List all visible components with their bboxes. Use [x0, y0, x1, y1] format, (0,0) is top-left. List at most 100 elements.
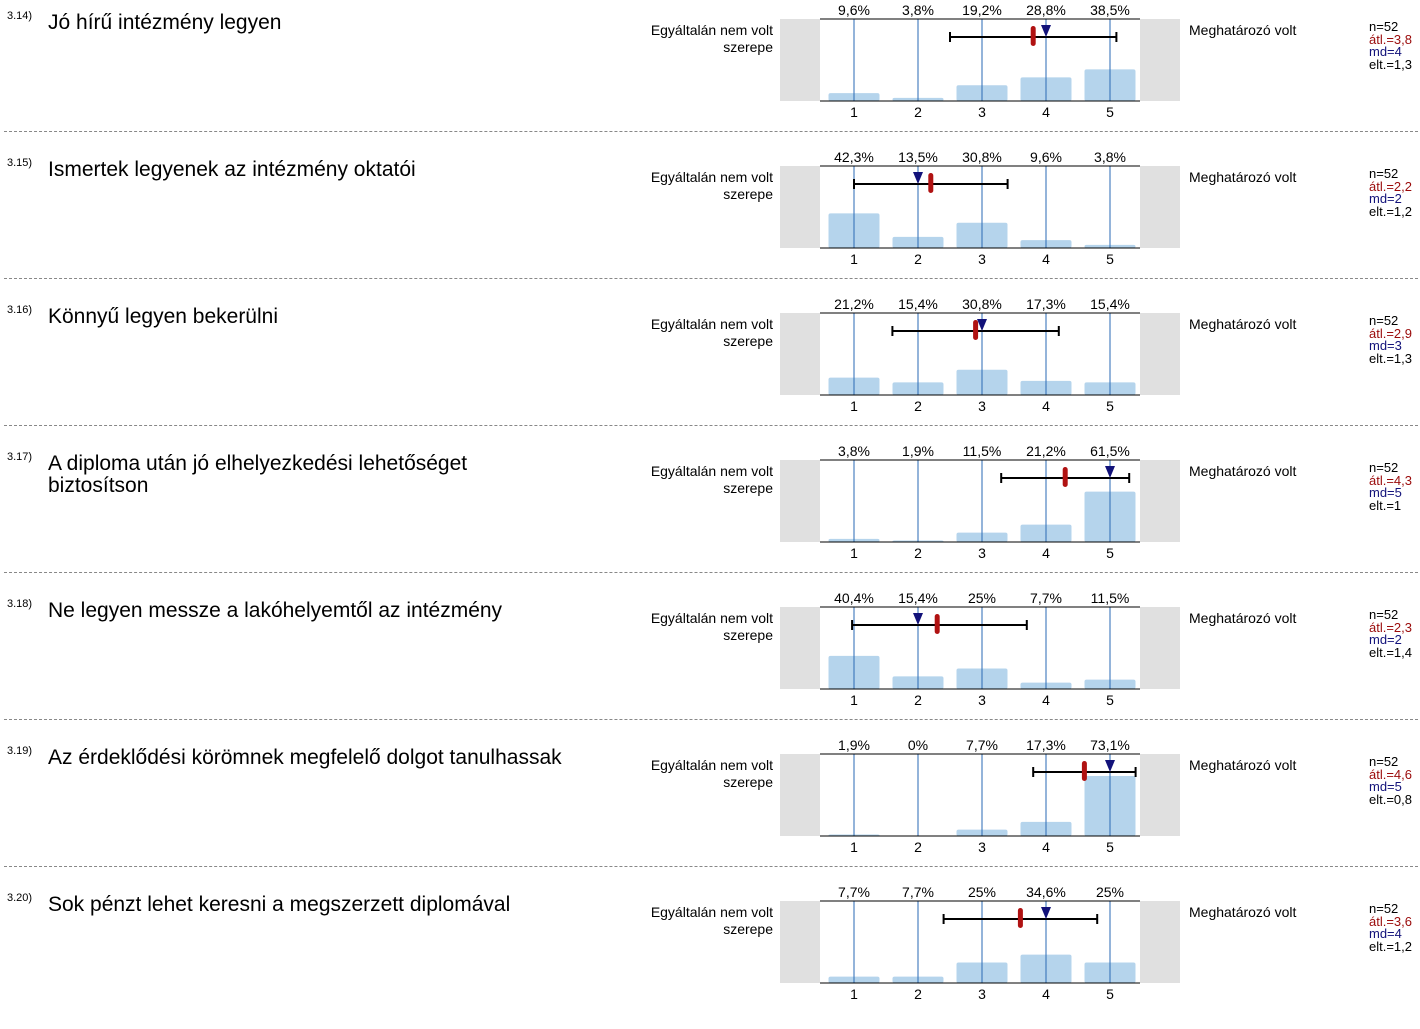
- mean-marker: [1062, 467, 1068, 487]
- value-label: 15,4%: [898, 296, 938, 312]
- mean-marker: [934, 614, 940, 634]
- n: n=52: [1369, 754, 1399, 769]
- separator: [4, 278, 1418, 279]
- question-block: 3.14) Jó hírű intézmény legyen Egyáltalán …: [0, 0, 1420, 147]
- right-panel: [1140, 460, 1180, 542]
- separator: [4, 131, 1418, 132]
- value-label: 15,4%: [898, 590, 938, 606]
- question-block: 3.17) A diploma után jó elhelyezkedési le…: [0, 441, 1420, 588]
- tick-label: 5: [1106, 692, 1114, 708]
- left-panel: [780, 166, 820, 248]
- right-panel: [1140, 901, 1180, 983]
- left-panel: [780, 754, 820, 836]
- value-label: 25%: [1096, 884, 1124, 900]
- scale-max-label: Meghatározó volt: [1189, 316, 1297, 332]
- right-panel: [1140, 754, 1180, 836]
- tick-label: 2: [914, 692, 922, 708]
- question-block: 3.18) Ne legyen messze a lakóhelyemtől az…: [0, 588, 1420, 735]
- tick-label: 5: [1106, 251, 1114, 267]
- tick-label: 1: [850, 398, 858, 414]
- tick-label: 4: [1042, 398, 1050, 414]
- question-block: 3.15) Ismertek legyenek az intézmény okta…: [0, 147, 1420, 294]
- question-number: 3.15): [7, 157, 33, 169]
- value-label: 11,5%: [1091, 590, 1130, 606]
- value-label: 42,3%: [834, 149, 874, 165]
- stat-mean: átl.=4,6: [1369, 766, 1413, 782]
- n: n=52: [1369, 313, 1399, 328]
- tick-label: 2: [914, 251, 922, 267]
- value-label: 30,8%: [962, 149, 1002, 165]
- tick-label: 2: [914, 398, 922, 414]
- stat-median: md=5: [1369, 779, 1402, 794]
- tick-label: 1: [850, 104, 858, 120]
- left-panel: [780, 19, 820, 101]
- value-label: 7,7%: [902, 884, 934, 900]
- mean-marker: [928, 173, 934, 193]
- value-label: 13,5%: [898, 149, 938, 165]
- tick-label: 3: [978, 692, 986, 708]
- bar-chart: 40,4% 15,4% 25% 7,7% 11,5% 1 2 3 4 5: [780, 590, 1180, 708]
- tick-label: 1: [850, 545, 858, 561]
- question-block: 3.19) Az érdeklődési körömnek megfelelő d…: [0, 735, 1420, 882]
- tick-label: 4: [1042, 104, 1050, 120]
- tick-label: 3: [978, 986, 986, 1002]
- tick-label: 2: [914, 545, 922, 561]
- stat-sd: elt.=0,8: [1369, 791, 1413, 807]
- stats-panel: n=52 átl.=4,6 md=5 elt.=0,8: [1369, 754, 1413, 807]
- question-number: 3.20): [7, 892, 33, 904]
- value-label: 7,7%: [1030, 590, 1062, 606]
- value-label: 7,7%: [966, 737, 998, 753]
- stat-median: md=4: [1369, 926, 1402, 941]
- value-label: 9,6%: [838, 2, 870, 18]
- tick-label: 1: [850, 692, 858, 708]
- value-label: 19,2%: [962, 2, 1002, 18]
- left-panel: [780, 901, 820, 983]
- bar-chart: 1,9% 0% 7,7% 17,3% 73,1% 1 2 3 4 5: [780, 737, 1180, 855]
- separator: [4, 572, 1418, 573]
- stat-mean: átl.=3,8: [1369, 31, 1413, 47]
- median-marker: [913, 172, 923, 184]
- separator: [4, 719, 1418, 720]
- right-panel: [1140, 607, 1180, 689]
- tick-label: 1: [850, 986, 858, 1002]
- question-block: 3.20) Sok pénzt lehet keresni a megszerze…: [0, 882, 1420, 1029]
- scale-min-label: Egyáltalán nem volt szerepe: [650, 904, 773, 937]
- value-label: 1,9%: [838, 737, 870, 753]
- question-number: 3.16): [7, 304, 33, 316]
- stat-mean: átl.=2,3: [1369, 619, 1413, 635]
- mean-marker: [1081, 761, 1087, 781]
- tick-label: 5: [1106, 104, 1114, 120]
- question-text: Ismertek legyenek az intézmény oktatói: [48, 158, 416, 181]
- n: n=52: [1369, 901, 1399, 916]
- median-marker: [1041, 25, 1051, 37]
- left-panel: [780, 460, 820, 542]
- value-label: 25%: [968, 590, 996, 606]
- stat-sd: elt.=1,3: [1369, 350, 1413, 366]
- stat-median: md=2: [1369, 632, 1402, 647]
- value-label: 3,8%: [902, 2, 934, 18]
- stat-mean: átl.=2,9: [1369, 325, 1413, 341]
- value-label: 40,4%: [834, 590, 874, 606]
- scale-max-label: Meghatározó volt: [1189, 757, 1297, 773]
- tick-label: 5: [1106, 986, 1114, 1002]
- separator: [4, 425, 1418, 426]
- n: n=52: [1369, 460, 1399, 475]
- n: n=52: [1369, 166, 1399, 181]
- stats-panel: n=52 átl.=3,8 md=4 elt.=1,3: [1369, 19, 1413, 71]
- value-label: 7,7%: [838, 884, 870, 900]
- n: n=52: [1369, 19, 1399, 34]
- value-label: 3,8%: [1094, 149, 1126, 165]
- mean-marker: [1017, 908, 1023, 928]
- question-text: Az érdeklődési körömnek megfelelő dolgot…: [48, 746, 562, 769]
- tick-label: 3: [978, 398, 986, 414]
- value-label: 28,8%: [1026, 2, 1066, 18]
- bar-chart: 42,3% 13,5% 30,8% 9,6% 3,8% 1 2 3 4 5: [780, 149, 1180, 267]
- stats-panel: n=52 átl.=3,6 md=4 elt.=1,2: [1369, 901, 1412, 953]
- value-label: 25%: [968, 884, 996, 900]
- separator: [4, 866, 1418, 867]
- value-label: 17,3%: [1026, 737, 1066, 753]
- left-panel: [780, 607, 820, 689]
- bar-chart: 9,6% 3,8% 19,2% 28,8% 38,5% 1 2 3 4 5: [780, 2, 1180, 120]
- value-label: 38,5%: [1090, 2, 1130, 18]
- value-label: 34,6%: [1026, 884, 1066, 900]
